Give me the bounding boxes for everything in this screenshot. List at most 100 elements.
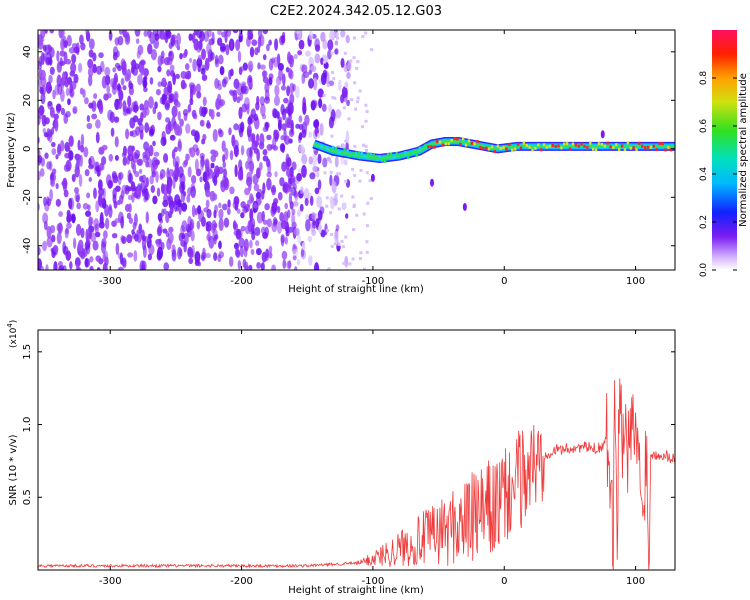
noise-dot [235, 247, 240, 255]
noise-dot [103, 230, 108, 239]
noise-dot [341, 202, 347, 211]
noise-dot [287, 67, 293, 79]
noise-dot [192, 58, 197, 72]
noise-dot [87, 58, 94, 69]
noise-dot [155, 88, 161, 96]
tone-cell [615, 143, 618, 147]
noise-dot [120, 77, 125, 86]
noise-dot [173, 199, 178, 212]
sparse-dot [369, 197, 373, 201]
noise-dot [131, 152, 139, 164]
noise-dot [266, 171, 272, 178]
noise-dot [38, 60, 43, 70]
noise-dot [137, 74, 143, 86]
noise-dot [143, 79, 148, 88]
noise-dot [162, 208, 167, 215]
noise-dot [279, 212, 285, 222]
noise-dot [147, 158, 153, 168]
noise-dot [50, 142, 56, 148]
noise-dot [111, 220, 117, 228]
tone-cell [485, 146, 488, 150]
noise-dot [190, 230, 195, 242]
tone-cell [554, 144, 557, 148]
noise-dot [233, 78, 240, 90]
spectrogram-frame [37, 29, 676, 271]
noise-dot [163, 57, 170, 66]
noise-dot [261, 210, 265, 222]
noise-dot [188, 33, 193, 41]
y-tick-label: 0.5 [22, 489, 33, 505]
noise-dot [71, 173, 76, 183]
noise-dot [77, 239, 84, 252]
tone-cell [652, 144, 656, 148]
noise-dot [38, 246, 41, 256]
noise-dot [274, 84, 280, 97]
noise-dot [218, 208, 224, 220]
noise-dot [294, 30, 301, 34]
noise-dot [128, 172, 133, 184]
noise-dot [131, 229, 135, 235]
noise-dot [181, 233, 186, 240]
noise-dot [42, 240, 48, 252]
noise-dot [181, 220, 188, 232]
noise-dot [292, 200, 299, 207]
noise-dot [293, 227, 300, 236]
noise-dot [226, 207, 231, 216]
x-tick-label: 0 [501, 276, 507, 287]
noise-dot [224, 147, 229, 160]
noise-dot [318, 98, 323, 109]
noise-dot [218, 99, 226, 107]
noise-dot [288, 177, 292, 190]
sparse-dot [353, 173, 357, 177]
sparse-dot [326, 84, 330, 88]
noise-dot [253, 139, 259, 148]
noise-dot [251, 39, 258, 47]
tone-cell [392, 156, 396, 160]
noise-dot [90, 232, 97, 243]
noise-dot [80, 250, 86, 260]
noise-dot [57, 260, 63, 267]
noise-dot [216, 168, 220, 175]
noise-dot [94, 223, 99, 234]
tone-cell [646, 145, 650, 149]
noise-dot [183, 241, 187, 253]
noise-dot [208, 38, 215, 46]
sparse-dot [336, 115, 340, 119]
noise-dot [223, 217, 230, 228]
noise-dot [57, 143, 61, 155]
noise-dot [141, 237, 147, 251]
noise-dot [309, 195, 314, 207]
noise-dot [177, 110, 181, 121]
tone-cell [326, 146, 329, 150]
noise-dot [92, 240, 99, 251]
noise-dot [205, 189, 211, 198]
noise-dot [133, 250, 138, 262]
noise-dot [307, 255, 313, 266]
noise-dot [316, 132, 321, 139]
tone-cell [571, 142, 575, 146]
noise-dot [87, 74, 93, 87]
tone-cell [574, 143, 578, 147]
noise-dot [171, 249, 177, 262]
noise-dot [152, 140, 156, 147]
sparse-dot [344, 179, 348, 183]
noise-dot [247, 219, 253, 232]
noise-dot [67, 98, 71, 106]
noise-dot [291, 161, 297, 171]
noise-dot [70, 62, 77, 74]
noise-dot [136, 50, 141, 59]
noise-dot [208, 235, 215, 249]
tone-cell [664, 148, 667, 152]
noise-dot [80, 227, 85, 239]
tone-cell [427, 145, 430, 149]
noise-dot [308, 156, 313, 165]
sparse-dot [323, 59, 327, 63]
sparse-dot [341, 245, 345, 249]
sparse-dot [335, 172, 339, 176]
noise-dot [256, 262, 262, 269]
tone-cell [415, 153, 419, 157]
noise-dot [159, 168, 166, 179]
noise-dot [240, 145, 245, 156]
noise-dot [65, 145, 71, 152]
tone-cell [531, 148, 534, 152]
